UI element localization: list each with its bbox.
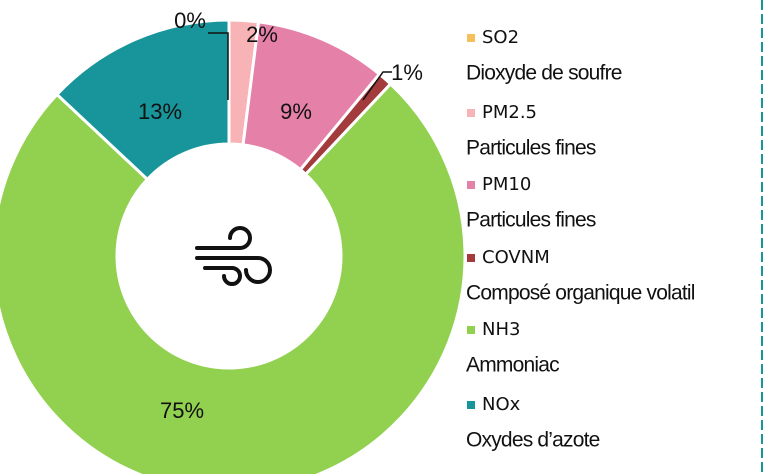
- legend-description: Oxydes d’azote: [466, 429, 600, 452]
- value-label: 2%: [246, 22, 278, 47]
- legend-description: Particules fines: [466, 137, 596, 160]
- legend-description: Composé organique volatil: [466, 282, 695, 305]
- legend-description: Particules fines: [466, 209, 596, 232]
- wind-icon: [195, 226, 272, 286]
- value-label: 1%: [391, 60, 423, 85]
- value-label: 9%: [280, 99, 312, 124]
- donut-segment: [54, 18, 231, 182]
- legend-swatch: [467, 326, 475, 334]
- value-label: 75%: [160, 398, 204, 423]
- legend-swatch: [467, 401, 475, 409]
- legend-code: SO2: [482, 27, 519, 48]
- legend-description: Ammoniac: [466, 354, 559, 377]
- legend-swatch: [467, 254, 475, 262]
- legend-code: NOx: [482, 394, 521, 415]
- value-label: 0%: [174, 8, 206, 33]
- donut-segment: [0, 81, 467, 474]
- leader-line: [208, 32, 229, 100]
- legend-swatch: [467, 109, 475, 117]
- legend-swatch: [467, 181, 475, 189]
- legend-code: PM10: [482, 174, 531, 195]
- legend-swatch: [467, 34, 475, 42]
- legend-code: NH3: [482, 319, 520, 340]
- legend-code: COVNM: [482, 247, 550, 268]
- leader-line: [362, 71, 392, 101]
- value-label: 13%: [138, 99, 182, 124]
- legend-description: Dioxyde de soufre: [466, 62, 622, 85]
- legend-code: PM2.5: [482, 102, 537, 123]
